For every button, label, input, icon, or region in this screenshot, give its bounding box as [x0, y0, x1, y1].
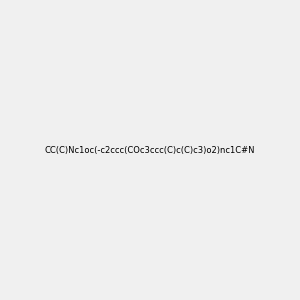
Text: CC(C)Nc1oc(-c2ccc(COc3ccc(C)c(C)c3)o2)nc1C#N: CC(C)Nc1oc(-c2ccc(COc3ccc(C)c(C)c3)o2)nc… [45, 146, 255, 154]
